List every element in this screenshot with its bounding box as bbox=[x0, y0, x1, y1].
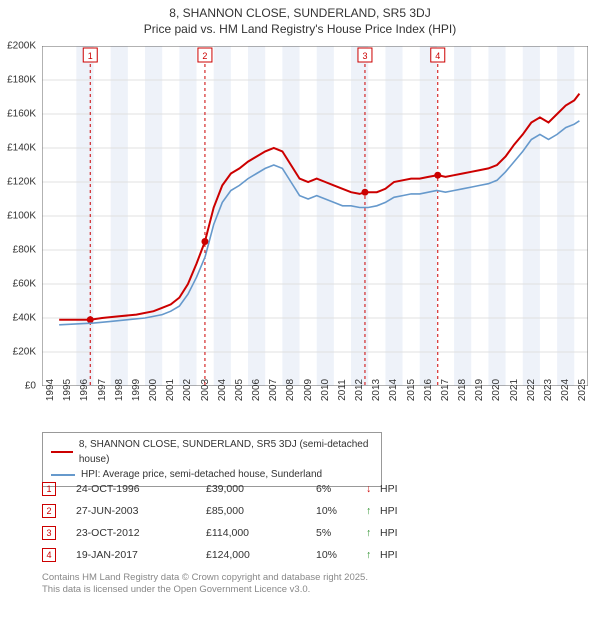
arrow-icon: ↑ bbox=[366, 505, 380, 517]
event-pct: 6% bbox=[316, 483, 366, 495]
y-tick-label: £0 bbox=[0, 381, 36, 392]
chart-area: 1234 £0£20K£40K£60K£80K£100K£120K£140K£1… bbox=[42, 46, 588, 386]
legend-swatch bbox=[51, 451, 73, 453]
x-tick-label: 2020 bbox=[491, 379, 502, 401]
y-tick-label: £40K bbox=[0, 313, 36, 324]
event-number-box: 2 bbox=[42, 504, 56, 518]
attribution-line2: This data is licensed under the Open Gov… bbox=[42, 584, 368, 596]
x-tick-label: 2019 bbox=[474, 379, 485, 401]
x-tick-label: 2025 bbox=[577, 379, 588, 401]
x-tick-label: 2004 bbox=[217, 379, 228, 401]
event-marker-number: 3 bbox=[362, 51, 367, 61]
event-date: 27-JUN-2003 bbox=[76, 505, 206, 517]
title-line2: Price paid vs. HM Land Registry's House … bbox=[0, 22, 600, 38]
event-date: 19-JAN-2017 bbox=[76, 549, 206, 561]
event-date: 23-OCT-2012 bbox=[76, 527, 206, 539]
x-tick-label: 2001 bbox=[165, 379, 176, 401]
legend-swatch bbox=[51, 474, 75, 476]
event-number-box: 4 bbox=[42, 548, 56, 562]
event-pct: 5% bbox=[316, 527, 366, 539]
x-tick-label: 2002 bbox=[182, 379, 193, 401]
x-tick-label: 2003 bbox=[200, 379, 211, 401]
title-line1: 8, SHANNON CLOSE, SUNDERLAND, SR5 3DJ bbox=[0, 6, 600, 22]
event-row: 4 19-JAN-2017£124,00010%↑HPI bbox=[42, 544, 410, 566]
y-tick-label: £120K bbox=[0, 177, 36, 188]
event-row: 3 23-OCT-2012£114,0005%↑HPI bbox=[42, 522, 410, 544]
legend-item: 8, SHANNON CLOSE, SUNDERLAND, SR5 3DJ (s… bbox=[51, 437, 373, 467]
arrow-icon: ↑ bbox=[366, 527, 380, 539]
event-price: £39,000 bbox=[206, 483, 316, 495]
event-row: 2 27-JUN-2003£85,00010%↑HPI bbox=[42, 500, 410, 522]
attribution-line1: Contains HM Land Registry data © Crown c… bbox=[42, 572, 368, 584]
x-tick-label: 2000 bbox=[148, 379, 159, 401]
x-tick-label: 1995 bbox=[62, 379, 73, 401]
x-tick-label: 1994 bbox=[45, 379, 56, 401]
event-date: 24-OCT-1996 bbox=[76, 483, 206, 495]
event-price: £85,000 bbox=[206, 505, 316, 517]
x-tick-label: 2009 bbox=[303, 379, 314, 401]
x-tick-label: 2011 bbox=[337, 379, 348, 401]
event-marker-number: 1 bbox=[88, 51, 93, 61]
x-tick-label: 2018 bbox=[457, 379, 468, 401]
x-tick-label: 1996 bbox=[79, 379, 90, 401]
x-tick-label: 2006 bbox=[251, 379, 262, 401]
event-price: £124,000 bbox=[206, 549, 316, 561]
event-hpi-label: HPI bbox=[380, 483, 410, 495]
x-tick-label: 1999 bbox=[131, 379, 142, 401]
y-tick-label: £80K bbox=[0, 245, 36, 256]
event-number-box: 3 bbox=[42, 526, 56, 540]
y-tick-label: £100K bbox=[0, 211, 36, 222]
event-pct: 10% bbox=[316, 549, 366, 561]
x-tick-label: 2016 bbox=[423, 379, 434, 401]
y-tick-label: £20K bbox=[0, 347, 36, 358]
chart-title: 8, SHANNON CLOSE, SUNDERLAND, SR5 3DJ Pr… bbox=[0, 0, 600, 37]
event-price: £114,000 bbox=[206, 527, 316, 539]
event-row: 1 24-OCT-1996£39,0006%↓HPI bbox=[42, 478, 410, 500]
x-tick-label: 2017 bbox=[440, 379, 451, 401]
x-tick-label: 2014 bbox=[388, 379, 399, 401]
event-pct: 10% bbox=[316, 505, 366, 517]
x-tick-label: 2007 bbox=[268, 379, 279, 401]
x-tick-label: 2022 bbox=[526, 379, 537, 401]
event-hpi-label: HPI bbox=[380, 505, 410, 517]
y-tick-label: £60K bbox=[0, 279, 36, 290]
x-tick-label: 2012 bbox=[354, 379, 365, 401]
series-marker bbox=[361, 189, 368, 196]
x-tick-label: 2008 bbox=[285, 379, 296, 401]
line-chart: 1 2 3 4 bbox=[42, 46, 588, 386]
y-tick-label: £140K bbox=[0, 143, 36, 154]
event-number-box: 1 bbox=[42, 482, 56, 496]
event-hpi-label: HPI bbox=[380, 527, 410, 539]
events-table: 124-OCT-1996£39,0006%↓HPI227-JUN-2003£85… bbox=[42, 478, 410, 566]
event-marker-number: 4 bbox=[435, 51, 440, 61]
x-tick-label: 2005 bbox=[234, 379, 245, 401]
series-marker bbox=[87, 316, 94, 323]
x-tick-label: 1997 bbox=[97, 379, 108, 401]
x-tick-label: 2013 bbox=[371, 379, 382, 401]
x-tick-label: 1998 bbox=[114, 379, 125, 401]
x-tick-label: 2024 bbox=[560, 379, 571, 401]
x-tick-label: 2023 bbox=[543, 379, 554, 401]
x-tick-label: 2021 bbox=[509, 379, 520, 401]
attribution: Contains HM Land Registry data © Crown c… bbox=[42, 572, 368, 597]
x-tick-label: 2010 bbox=[320, 379, 331, 401]
arrow-icon: ↓ bbox=[366, 483, 380, 495]
legend-label: 8, SHANNON CLOSE, SUNDERLAND, SR5 3DJ (s… bbox=[79, 437, 373, 467]
y-tick-label: £160K bbox=[0, 109, 36, 120]
series-marker bbox=[201, 238, 208, 245]
x-tick-label: 2015 bbox=[406, 379, 417, 401]
event-hpi-label: HPI bbox=[380, 549, 410, 561]
event-marker-number: 2 bbox=[202, 51, 207, 61]
y-tick-label: £180K bbox=[0, 75, 36, 86]
y-tick-label: £200K bbox=[0, 41, 36, 52]
series-marker bbox=[434, 172, 441, 179]
arrow-icon: ↑ bbox=[366, 549, 380, 561]
